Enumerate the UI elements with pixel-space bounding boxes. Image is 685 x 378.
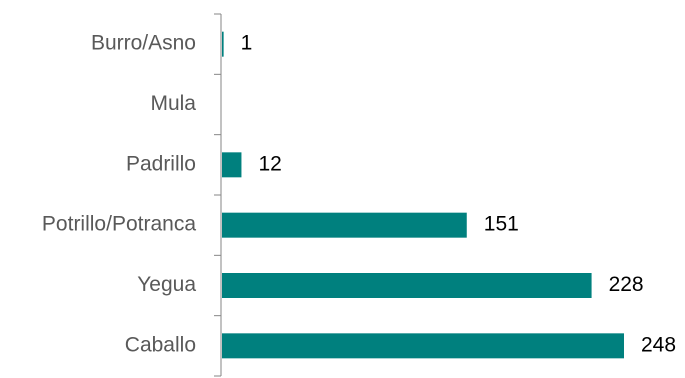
value-label: 1 [241, 32, 253, 55]
category-axis [214, 13, 222, 377]
category-labels: Burro/Asno Mula Padrillo Potrillo/Potranca Y… [42, 32, 196, 357]
value-label: 228 [609, 273, 644, 296]
bar-caballo [222, 333, 624, 359]
category-label: Burro/Asno [91, 32, 196, 55]
category-label: Caballo [125, 333, 196, 356]
value-label: 248 [641, 333, 676, 356]
category-label: Mula [150, 92, 196, 115]
value-label: 12 [258, 152, 281, 175]
bars-layer [222, 31, 624, 359]
bar-burro-asno [222, 31, 224, 57]
bar-yegua [222, 273, 592, 298]
value-label: 151 [484, 213, 519, 236]
value-labels: 1 12 151 228 248 [241, 32, 676, 357]
category-label: Padrillo [126, 152, 196, 175]
category-label: Potrillo/Potranca [42, 213, 196, 236]
bar-potrillo-potranca [222, 212, 467, 238]
bar-padrillo [222, 152, 242, 178]
category-label: Yegua [137, 273, 196, 296]
